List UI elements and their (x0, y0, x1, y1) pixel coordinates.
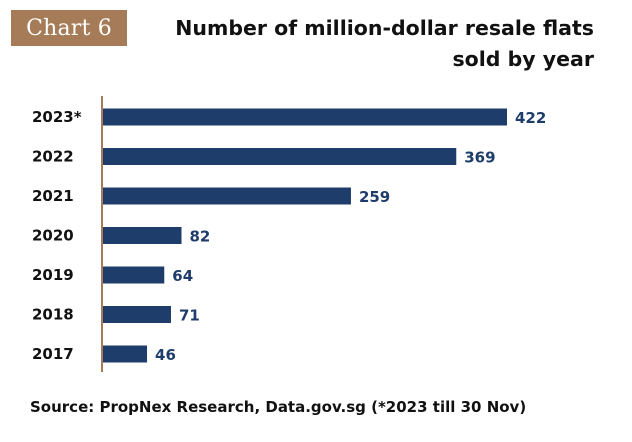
category-label: 2023* (32, 108, 82, 126)
data-label: 82 (190, 228, 211, 246)
category-label: 2022 (32, 148, 74, 166)
category-label: 2018 (32, 306, 74, 324)
data-label: 422 (515, 109, 546, 127)
bar (103, 345, 148, 363)
bar (103, 148, 457, 165)
data-label: 64 (172, 267, 193, 285)
data-label: 369 (464, 149, 495, 167)
chart-title-line-2: sold by year (452, 47, 594, 71)
bar (103, 227, 182, 244)
data-label: 46 (155, 346, 176, 364)
bar (103, 187, 351, 205)
category-label: 2017 (32, 345, 74, 363)
bar (103, 108, 507, 126)
chart-number-badge: Chart 6 (11, 10, 127, 46)
chart-title: Number of million-dollar resale flats so… (154, 13, 594, 75)
source-note: Source: PropNex Research, Data.gov.sg (*… (30, 398, 527, 416)
category-label: 2020 (32, 227, 74, 245)
category-label: 2021 (32, 187, 74, 205)
data-label: 259 (359, 188, 390, 206)
bar (103, 266, 165, 284)
chart-title-line-1: Number of million-dollar resale flats (175, 16, 594, 40)
bar (103, 306, 171, 323)
data-label: 71 (179, 307, 200, 325)
category-label: 2019 (32, 266, 74, 284)
